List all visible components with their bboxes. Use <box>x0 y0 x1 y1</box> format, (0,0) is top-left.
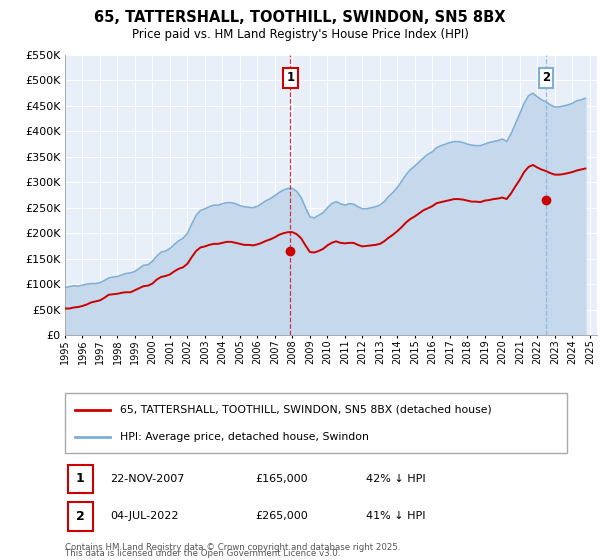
Text: 1: 1 <box>76 472 85 486</box>
Text: 2: 2 <box>76 510 85 522</box>
Text: 2: 2 <box>542 72 550 85</box>
Text: 42% ↓ HPI: 42% ↓ HPI <box>366 474 426 484</box>
Text: 22-NOV-2007: 22-NOV-2007 <box>110 474 185 484</box>
Text: Contains HM Land Registry data © Crown copyright and database right 2025.: Contains HM Land Registry data © Crown c… <box>65 543 401 552</box>
Bar <box>68 464 92 493</box>
Bar <box>68 502 92 530</box>
Text: 04-JUL-2022: 04-JUL-2022 <box>110 511 179 521</box>
Text: 65, TATTERSHALL, TOOTHILL, SWINDON, SN5 8BX: 65, TATTERSHALL, TOOTHILL, SWINDON, SN5 … <box>94 10 506 25</box>
Text: £165,000: £165,000 <box>256 474 308 484</box>
Text: This data is licensed under the Open Government Licence v3.0.: This data is licensed under the Open Gov… <box>65 549 340 558</box>
Text: 65, TATTERSHALL, TOOTHILL, SWINDON, SN5 8BX (detached house): 65, TATTERSHALL, TOOTHILL, SWINDON, SN5 … <box>120 405 492 415</box>
Text: 41% ↓ HPI: 41% ↓ HPI <box>366 511 426 521</box>
Text: Price paid vs. HM Land Registry's House Price Index (HPI): Price paid vs. HM Land Registry's House … <box>131 28 469 41</box>
Text: 1: 1 <box>286 72 295 85</box>
Text: £265,000: £265,000 <box>256 511 308 521</box>
Text: HPI: Average price, detached house, Swindon: HPI: Average price, detached house, Swin… <box>120 432 369 442</box>
